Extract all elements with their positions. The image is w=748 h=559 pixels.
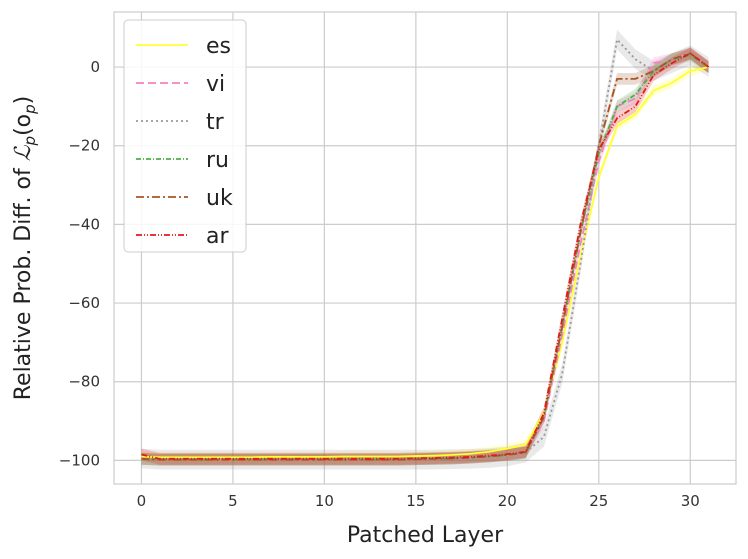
plot-frame (113, 11, 737, 485)
legend-label-ru: ru (206, 148, 229, 173)
legend: es vi tr ru uk ar (123, 19, 247, 253)
x-tick-label: 5 (228, 492, 238, 510)
y-axis-label-arg-close: ) (11, 96, 36, 105)
legend-label-tr: tr (206, 110, 225, 135)
y-axis-label-arg-sub: p (21, 104, 39, 115)
legend-label-vi: vi (206, 72, 225, 97)
legend-label-uk: uk (206, 186, 233, 211)
y-tick-label: −20 (68, 137, 100, 155)
x-tick-label: 30 (681, 492, 700, 510)
y-axis-label-math: ℒ (11, 144, 36, 161)
y-axis-label: Relative Prob. Diff. of ℒp(op) (11, 96, 39, 401)
legend-label-es: es (206, 34, 231, 59)
y-tick-label: −60 (68, 294, 100, 312)
legend-label-ar: ar (206, 224, 229, 249)
x-axis-ticks: 0 5 10 15 20 25 30 (137, 492, 700, 510)
x-tick-label: 10 (315, 492, 334, 510)
series-lines (141, 37, 710, 461)
series-line-es (141, 66, 709, 459)
y-axis-label-text: Relative Prob. Diff. of (11, 161, 36, 400)
y-axis-ticks: 0 −20 −40 −60 −80 −100 (59, 58, 100, 469)
series-line-tr (141, 37, 710, 461)
legend-box (123, 19, 247, 253)
y-tick-label: −100 (59, 451, 100, 469)
x-tick-label: 15 (406, 492, 425, 510)
y-axis-label-sub: p (21, 136, 39, 147)
x-tick-label: 20 (498, 492, 517, 510)
y-tick-label: −80 (68, 373, 100, 391)
y-tick-label: −40 (68, 215, 100, 233)
y-tick-label: 0 (90, 58, 100, 76)
x-tick-label: 25 (589, 492, 608, 510)
series-line-ar (141, 52, 710, 460)
grid-lines (114, 12, 736, 484)
y-axis-label-arg-open: (o (11, 114, 36, 136)
x-axis-label: Patched Layer (347, 523, 504, 548)
x-tick-label: 0 (137, 492, 147, 510)
